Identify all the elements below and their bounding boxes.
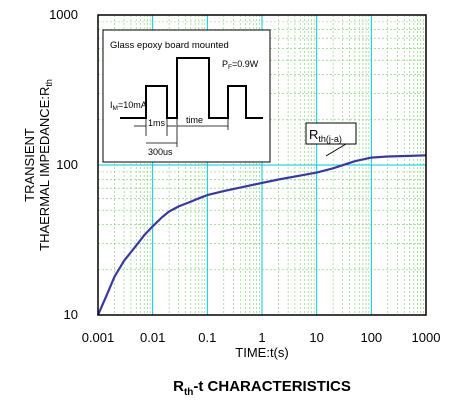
x-tick-label: 0.001 [82, 330, 115, 345]
x-axis-label: TIME:t(s) [235, 345, 288, 360]
series-callout-label: Rth(j-a) [309, 127, 342, 144]
dim-300us-label: 300us [148, 147, 173, 157]
plot-frame [97, 14, 427, 316]
y-axis-label-line2: THAERMAL IMPEDANCE:Rth [37, 79, 54, 251]
inset-box [102, 29, 271, 163]
inset-im-label: IM=10mA [110, 100, 147, 112]
inset-pf-label: PF=0.9W [222, 59, 259, 71]
y-tick-labels: 10 100 1000 [49, 7, 78, 322]
x-tick-label: 1000 [412, 330, 441, 345]
x-tick-label: 0.1 [198, 330, 216, 345]
dim-1ms-label: 1ms [148, 118, 166, 128]
pulse-inset: Glass epoxy board mounted IM=10mA PF=0.9… [102, 29, 271, 163]
x-tick-label: 1 [258, 330, 265, 345]
series-callout: Rth(j-a) [305, 122, 357, 157]
y-tick-label: 10 [64, 307, 78, 322]
pulse-waveform [120, 57, 263, 119]
series-line-rth-j-a [96, 154, 427, 316]
x-tick-label: 10 [309, 330, 323, 345]
inset-title: Glass epoxy board mounted [110, 40, 229, 51]
y-tick-label: 1000 [49, 7, 78, 22]
curve-layer [96, 154, 427, 316]
y-axis-label-line1: TRANSIENT [22, 128, 37, 202]
series-callout-box [305, 122, 357, 145]
chart-title: Rth-t CHARACTERISTICS [173, 378, 351, 398]
x-tick-labels: 0.001 0.01 0.1 1 10 100 1000 [82, 330, 441, 345]
y-axis-label: TRANSIENT THAERMAL IMPEDANCE:Rth [22, 79, 54, 251]
x-tick-label: 0.01 [140, 330, 165, 345]
series-callout-leader [325, 143, 347, 157]
x-tick-label: 100 [360, 330, 382, 345]
y-tick-label: 100 [56, 157, 78, 172]
dim-time-label: time [186, 115, 203, 125]
